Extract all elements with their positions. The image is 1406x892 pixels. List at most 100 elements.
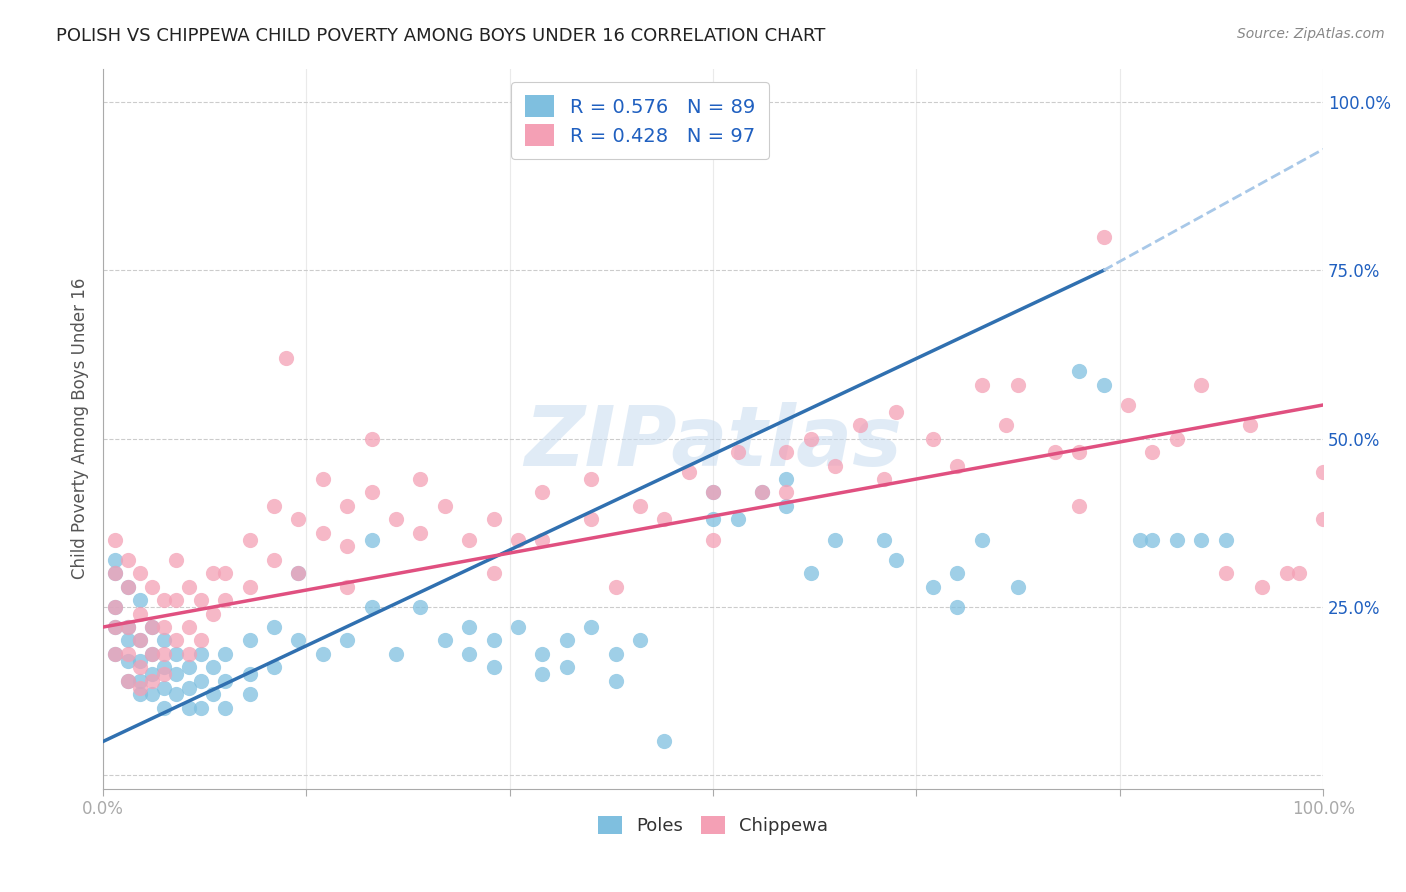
Point	[177, 681, 200, 695]
Point	[263, 660, 285, 674]
Point	[1215, 533, 1237, 547]
Point	[117, 553, 139, 567]
Point	[128, 607, 150, 621]
Point	[605, 647, 627, 661]
Point	[141, 647, 163, 661]
Point	[652, 512, 675, 526]
Point	[117, 580, 139, 594]
Point	[177, 580, 200, 594]
Point	[751, 485, 773, 500]
Point	[1007, 377, 1029, 392]
Point	[128, 633, 150, 648]
Point	[970, 377, 993, 392]
Point	[238, 533, 260, 547]
Point	[775, 499, 797, 513]
Point	[287, 512, 309, 526]
Point	[605, 673, 627, 688]
Point	[360, 432, 382, 446]
Point	[800, 566, 823, 581]
Point	[141, 620, 163, 634]
Point	[824, 458, 846, 473]
Point	[433, 633, 456, 648]
Point	[848, 418, 870, 433]
Point	[800, 432, 823, 446]
Point	[128, 687, 150, 701]
Point	[165, 687, 187, 701]
Point	[1312, 465, 1334, 479]
Point	[117, 647, 139, 661]
Point	[884, 553, 907, 567]
Point	[141, 687, 163, 701]
Point	[1069, 499, 1091, 513]
Point	[263, 620, 285, 634]
Point	[276, 351, 298, 365]
Point	[165, 633, 187, 648]
Point	[1189, 377, 1212, 392]
Point	[775, 472, 797, 486]
Point	[128, 660, 150, 674]
Point	[385, 512, 408, 526]
Text: ZIPatlas: ZIPatlas	[524, 402, 903, 483]
Point	[946, 566, 969, 581]
Y-axis label: Child Poverty Among Boys Under 16: Child Poverty Among Boys Under 16	[72, 277, 89, 579]
Point	[141, 647, 163, 661]
Point	[214, 593, 236, 607]
Point	[153, 647, 176, 661]
Point	[165, 593, 187, 607]
Point	[458, 620, 481, 634]
Point	[360, 485, 382, 500]
Point	[201, 687, 224, 701]
Point	[177, 647, 200, 661]
Point	[555, 633, 578, 648]
Point	[702, 485, 724, 500]
Point	[506, 533, 529, 547]
Point	[117, 633, 139, 648]
Point	[824, 533, 846, 547]
Point	[970, 533, 993, 547]
Point	[214, 673, 236, 688]
Point	[579, 472, 602, 486]
Point	[104, 566, 127, 581]
Point	[104, 533, 127, 547]
Point	[531, 647, 554, 661]
Point	[458, 533, 481, 547]
Point	[1092, 229, 1115, 244]
Point	[104, 647, 127, 661]
Point	[312, 525, 335, 540]
Point	[775, 485, 797, 500]
Point	[360, 533, 382, 547]
Point	[336, 499, 359, 513]
Point	[702, 512, 724, 526]
Point	[165, 647, 187, 661]
Point	[153, 633, 176, 648]
Point	[117, 620, 139, 634]
Point	[1142, 445, 1164, 459]
Point	[652, 734, 675, 748]
Point	[873, 533, 896, 547]
Point	[1166, 533, 1188, 547]
Point	[128, 593, 150, 607]
Point	[336, 580, 359, 594]
Point	[104, 599, 127, 614]
Point	[1007, 580, 1029, 594]
Point	[190, 700, 212, 714]
Point	[104, 647, 127, 661]
Point	[482, 512, 505, 526]
Point	[702, 485, 724, 500]
Point	[531, 667, 554, 681]
Point	[946, 599, 969, 614]
Text: Source: ZipAtlas.com: Source: ZipAtlas.com	[1237, 27, 1385, 41]
Point	[287, 566, 309, 581]
Point	[1189, 533, 1212, 547]
Point	[214, 647, 236, 661]
Point	[238, 687, 260, 701]
Point	[153, 620, 176, 634]
Point	[104, 553, 127, 567]
Point	[238, 633, 260, 648]
Point	[921, 432, 943, 446]
Point	[201, 660, 224, 674]
Point	[433, 499, 456, 513]
Point	[128, 633, 150, 648]
Point	[153, 700, 176, 714]
Point	[884, 405, 907, 419]
